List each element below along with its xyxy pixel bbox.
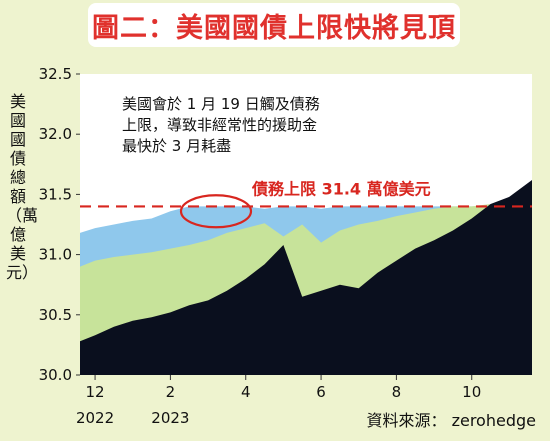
- chart-title-bar: 圖二：美國國債上限快將見頂: [88, 3, 460, 47]
- x-tick-label: 12: [86, 383, 105, 401]
- x-tick-year-label: 2022: [76, 409, 114, 427]
- debt-limit-label: 債務上限 31.4 萬億美元: [251, 179, 431, 198]
- y-tick-label: 31.5: [39, 185, 72, 203]
- y-tick-label: 30.0: [39, 366, 72, 384]
- x-tick-label: 4: [241, 383, 251, 401]
- y-tick-label: 30.5: [39, 306, 72, 324]
- y-tick-label: 31.0: [39, 246, 72, 264]
- y-tick-label: 32.0: [39, 125, 72, 143]
- highlight-ellipse: [179, 194, 253, 229]
- source-note: 資料來源： zerohedge: [366, 411, 537, 430]
- annotation-line: 美國會於 1 月 19 日觸及債務: [122, 95, 320, 113]
- y-tick-label: 32.5: [39, 65, 72, 83]
- y-axis-label: 美國國債總額（萬億美元）: [6, 92, 39, 282]
- annotation-line: 最快於 3 月耗盡: [122, 137, 231, 155]
- chart-title: 圖二：美國國債上限快將見頂: [92, 12, 456, 44]
- x-tick-label: 6: [316, 383, 326, 401]
- x-tick-label: 8: [392, 383, 402, 401]
- annotation-line: 上限，導致非經常性的援助金: [122, 116, 317, 134]
- series-debt-area: [80, 180, 532, 375]
- x-tick-label: 10: [462, 383, 481, 401]
- x-tick-year-label: 2023: [151, 409, 189, 427]
- x-tick-label: 2: [166, 383, 176, 401]
